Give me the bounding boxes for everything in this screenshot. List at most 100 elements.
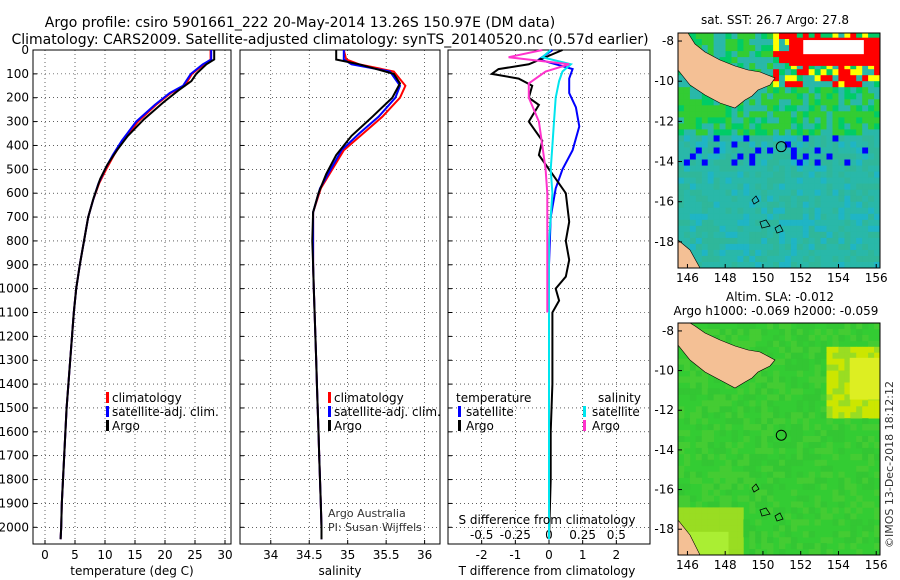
map-cell	[743, 495, 750, 502]
map-cell	[767, 135, 774, 142]
map-cell	[784, 171, 792, 178]
map-cell	[832, 323, 839, 330]
map-cell	[808, 93, 815, 100]
map-cell	[683, 501, 691, 508]
map-cell	[695, 412, 703, 419]
map-cell	[844, 418, 851, 425]
legend-swatch-sat	[106, 406, 109, 417]
map-cell	[784, 195, 792, 203]
map-cell	[856, 135, 863, 142]
map-cell	[790, 117, 798, 124]
map-cell	[802, 195, 810, 203]
map-cell	[737, 400, 744, 407]
map-cell	[784, 51, 792, 58]
map-cell	[767, 477, 774, 484]
map-x-tick-label: 156	[865, 558, 888, 572]
map-cell	[761, 63, 768, 70]
map-cell	[737, 477, 744, 484]
map-cell	[725, 262, 732, 268]
map-cell	[719, 159, 726, 166]
map-cell	[838, 165, 845, 172]
map-cell	[814, 370, 821, 377]
map-cell	[802, 213, 810, 221]
map-cell	[707, 39, 714, 46]
map-cell	[832, 177, 839, 184]
map-cell	[862, 69, 869, 76]
map-cell	[826, 81, 833, 88]
map-cell	[868, 219, 875, 227]
map-y-tick-label: -18	[654, 235, 674, 249]
map-cell	[850, 135, 857, 142]
y-tick-label: 400	[6, 138, 29, 152]
y-tick-label: 200	[6, 91, 29, 105]
map-cell	[808, 147, 815, 154]
map-cell	[767, 177, 774, 184]
map-cell	[743, 45, 750, 52]
map-cell	[701, 147, 709, 154]
map-cell	[683, 201, 691, 209]
map-cell	[755, 177, 762, 184]
map-cell	[767, 141, 774, 148]
map-cell	[755, 424, 762, 431]
map-cell	[701, 189, 709, 197]
map-cell	[796, 75, 804, 82]
map-cell	[737, 328, 744, 336]
map-cell	[784, 225, 792, 233]
map-cell	[701, 141, 709, 148]
map-cell	[862, 93, 869, 100]
map-cell	[856, 87, 863, 94]
map-cell	[814, 81, 821, 88]
map-cell	[743, 255, 750, 263]
map-cell	[689, 183, 697, 190]
map-cell	[826, 63, 833, 70]
map-cell	[767, 195, 774, 203]
map-cell	[761, 225, 768, 233]
map-cell	[868, 477, 875, 484]
map-cell	[678, 447, 685, 455]
map-cell	[862, 352, 869, 359]
map-cell	[749, 45, 756, 52]
map-cell	[814, 117, 821, 124]
map-cell	[808, 117, 815, 124]
map-cell	[832, 370, 839, 377]
x-tick-label: 10	[97, 548, 112, 562]
map-cell	[820, 262, 827, 268]
map-cell	[689, 147, 697, 154]
map-cell	[773, 75, 780, 82]
map-cell	[796, 231, 804, 239]
map-cell	[761, 442, 768, 449]
map-cell	[796, 471, 804, 478]
map-cell	[808, 129, 815, 136]
map-cell	[779, 418, 786, 425]
map-cell	[784, 81, 792, 88]
map-cell	[749, 141, 756, 148]
map-cell	[808, 549, 815, 555]
map-cell	[826, 207, 833, 215]
map-cell	[868, 117, 875, 124]
map-cell	[790, 105, 798, 112]
map-cell	[874, 177, 880, 184]
map-cell	[814, 159, 821, 166]
map-cell	[826, 418, 833, 425]
map-cell	[874, 159, 880, 166]
map-cell	[755, 459, 762, 467]
map-cell	[695, 123, 703, 130]
map-cell	[767, 69, 774, 76]
map-cell	[725, 183, 732, 190]
map-cell	[707, 430, 714, 437]
map-cell	[731, 33, 738, 40]
map-cell	[689, 495, 697, 502]
legend-sal-sat: satellite	[592, 405, 640, 419]
map-cell	[862, 189, 869, 197]
legend-swatch-temp-sat	[458, 406, 461, 417]
map-cell	[737, 406, 744, 413]
map-cell	[695, 39, 703, 46]
map-cell	[874, 225, 880, 233]
map-cell	[820, 135, 827, 142]
map-cell	[767, 483, 774, 490]
map-cell	[874, 531, 880, 538]
map-cell	[820, 340, 827, 348]
map-cell	[814, 424, 821, 431]
map-cell	[737, 519, 744, 526]
map-cell	[719, 328, 726, 336]
